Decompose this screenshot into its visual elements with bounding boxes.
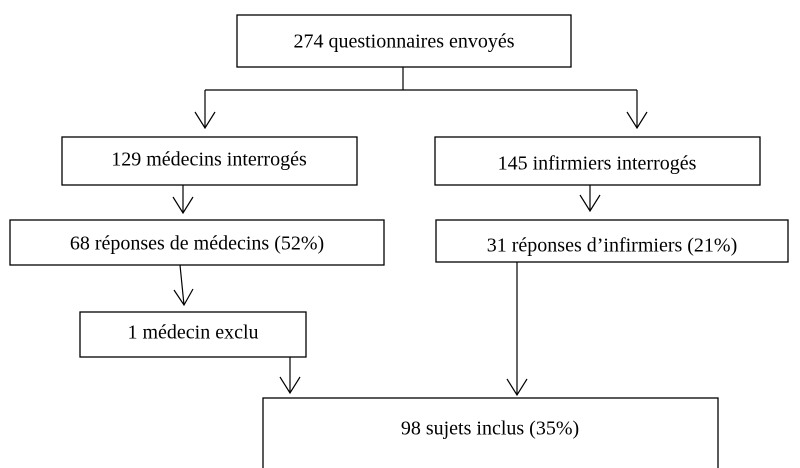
node-label: 129 médecins interrogés: [111, 149, 307, 171]
node: 129 médecins interrogés: [61, 136, 358, 186]
connector: [204, 67, 638, 128]
node: 145 infirmiers interrogés: [434, 136, 761, 186]
node-box: [262, 397, 719, 468]
arrowhead: [194, 111, 648, 130]
node: 274 questionnaires envoyés: [236, 14, 572, 68]
arrow: [279, 357, 301, 395]
connectors: [172, 67, 648, 397]
node-label: 145 infirmiers interrogés: [498, 153, 697, 175]
node-box: [434, 136, 761, 186]
node: 68 réponses de médecins (52%): [9, 219, 385, 266]
node-label: 31 réponses d’infirmiers (21%): [487, 235, 738, 257]
arrow: [579, 185, 601, 213]
node: 1 médecin exclu: [79, 311, 307, 358]
node-box: [435, 219, 789, 263]
node-label: 1 médecin exclu: [127, 322, 258, 344]
node-box: [61, 136, 358, 186]
node-box: [9, 219, 385, 266]
node-label: 68 réponses de médecins (52%): [70, 233, 324, 255]
node-box: [236, 14, 572, 68]
node-label: 98 sujets inclus (35%): [401, 418, 579, 440]
arrow: [173, 264, 194, 307]
arrow: [172, 185, 194, 215]
node: 31 réponses d’infirmiers (21%): [435, 219, 789, 263]
node-box: [79, 311, 307, 358]
node: 98 sujets inclus (35%): [262, 397, 719, 468]
node-label: 274 questionnaires envoyés: [293, 31, 514, 53]
arrow: [506, 262, 528, 397]
